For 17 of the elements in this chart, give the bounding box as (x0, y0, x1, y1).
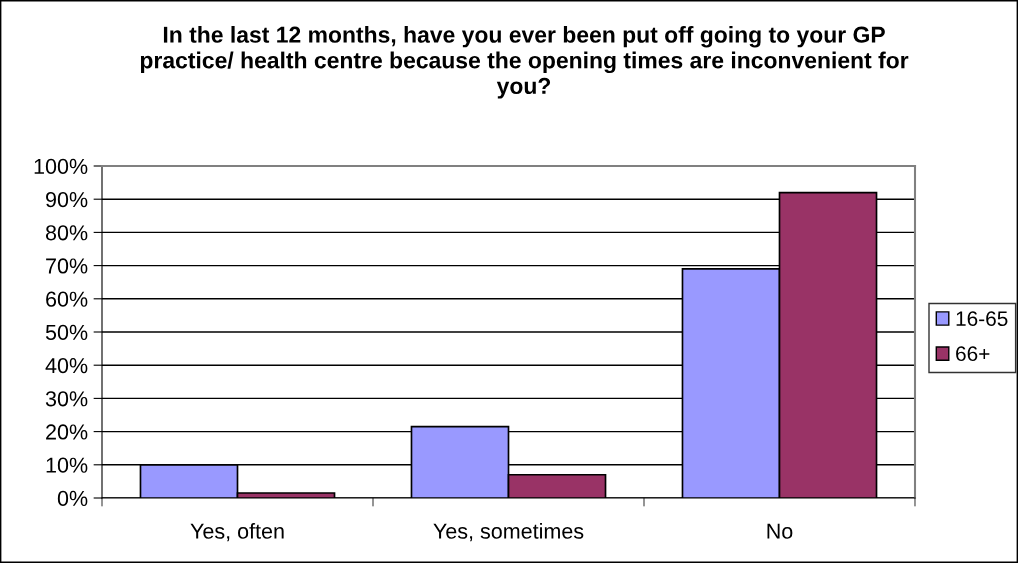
y-tick-label: 70% (46, 258, 88, 274)
legend-label: 66+ (956, 346, 990, 362)
y-tick-label: 30% (45, 391, 88, 407)
y-tick-label: 60% (46, 291, 88, 307)
x-tick-label: No (767, 523, 793, 539)
chart-title: In the last 12 months, have you ever been put off going to your GP practice/ health centre because the opening times are inconvenient for you? (140, 26, 909, 99)
y-tick-label: 10% (46, 457, 88, 473)
y-tick-label: 90% (46, 191, 88, 208)
y-tick-label: 40% (45, 357, 88, 374)
y-tick-label: 100% (34, 158, 88, 175)
y-tick-label: 20% (46, 424, 88, 440)
y-tick-label: 50% (45, 324, 88, 341)
y-tick-label: 80% (45, 225, 88, 241)
x-tick-label: Yes, often (190, 523, 284, 542)
x-tick-label: Yes, sometimes (433, 523, 584, 542)
legend-label: 16-65 (956, 311, 1008, 327)
y-tick-label: 0% (57, 490, 88, 507)
